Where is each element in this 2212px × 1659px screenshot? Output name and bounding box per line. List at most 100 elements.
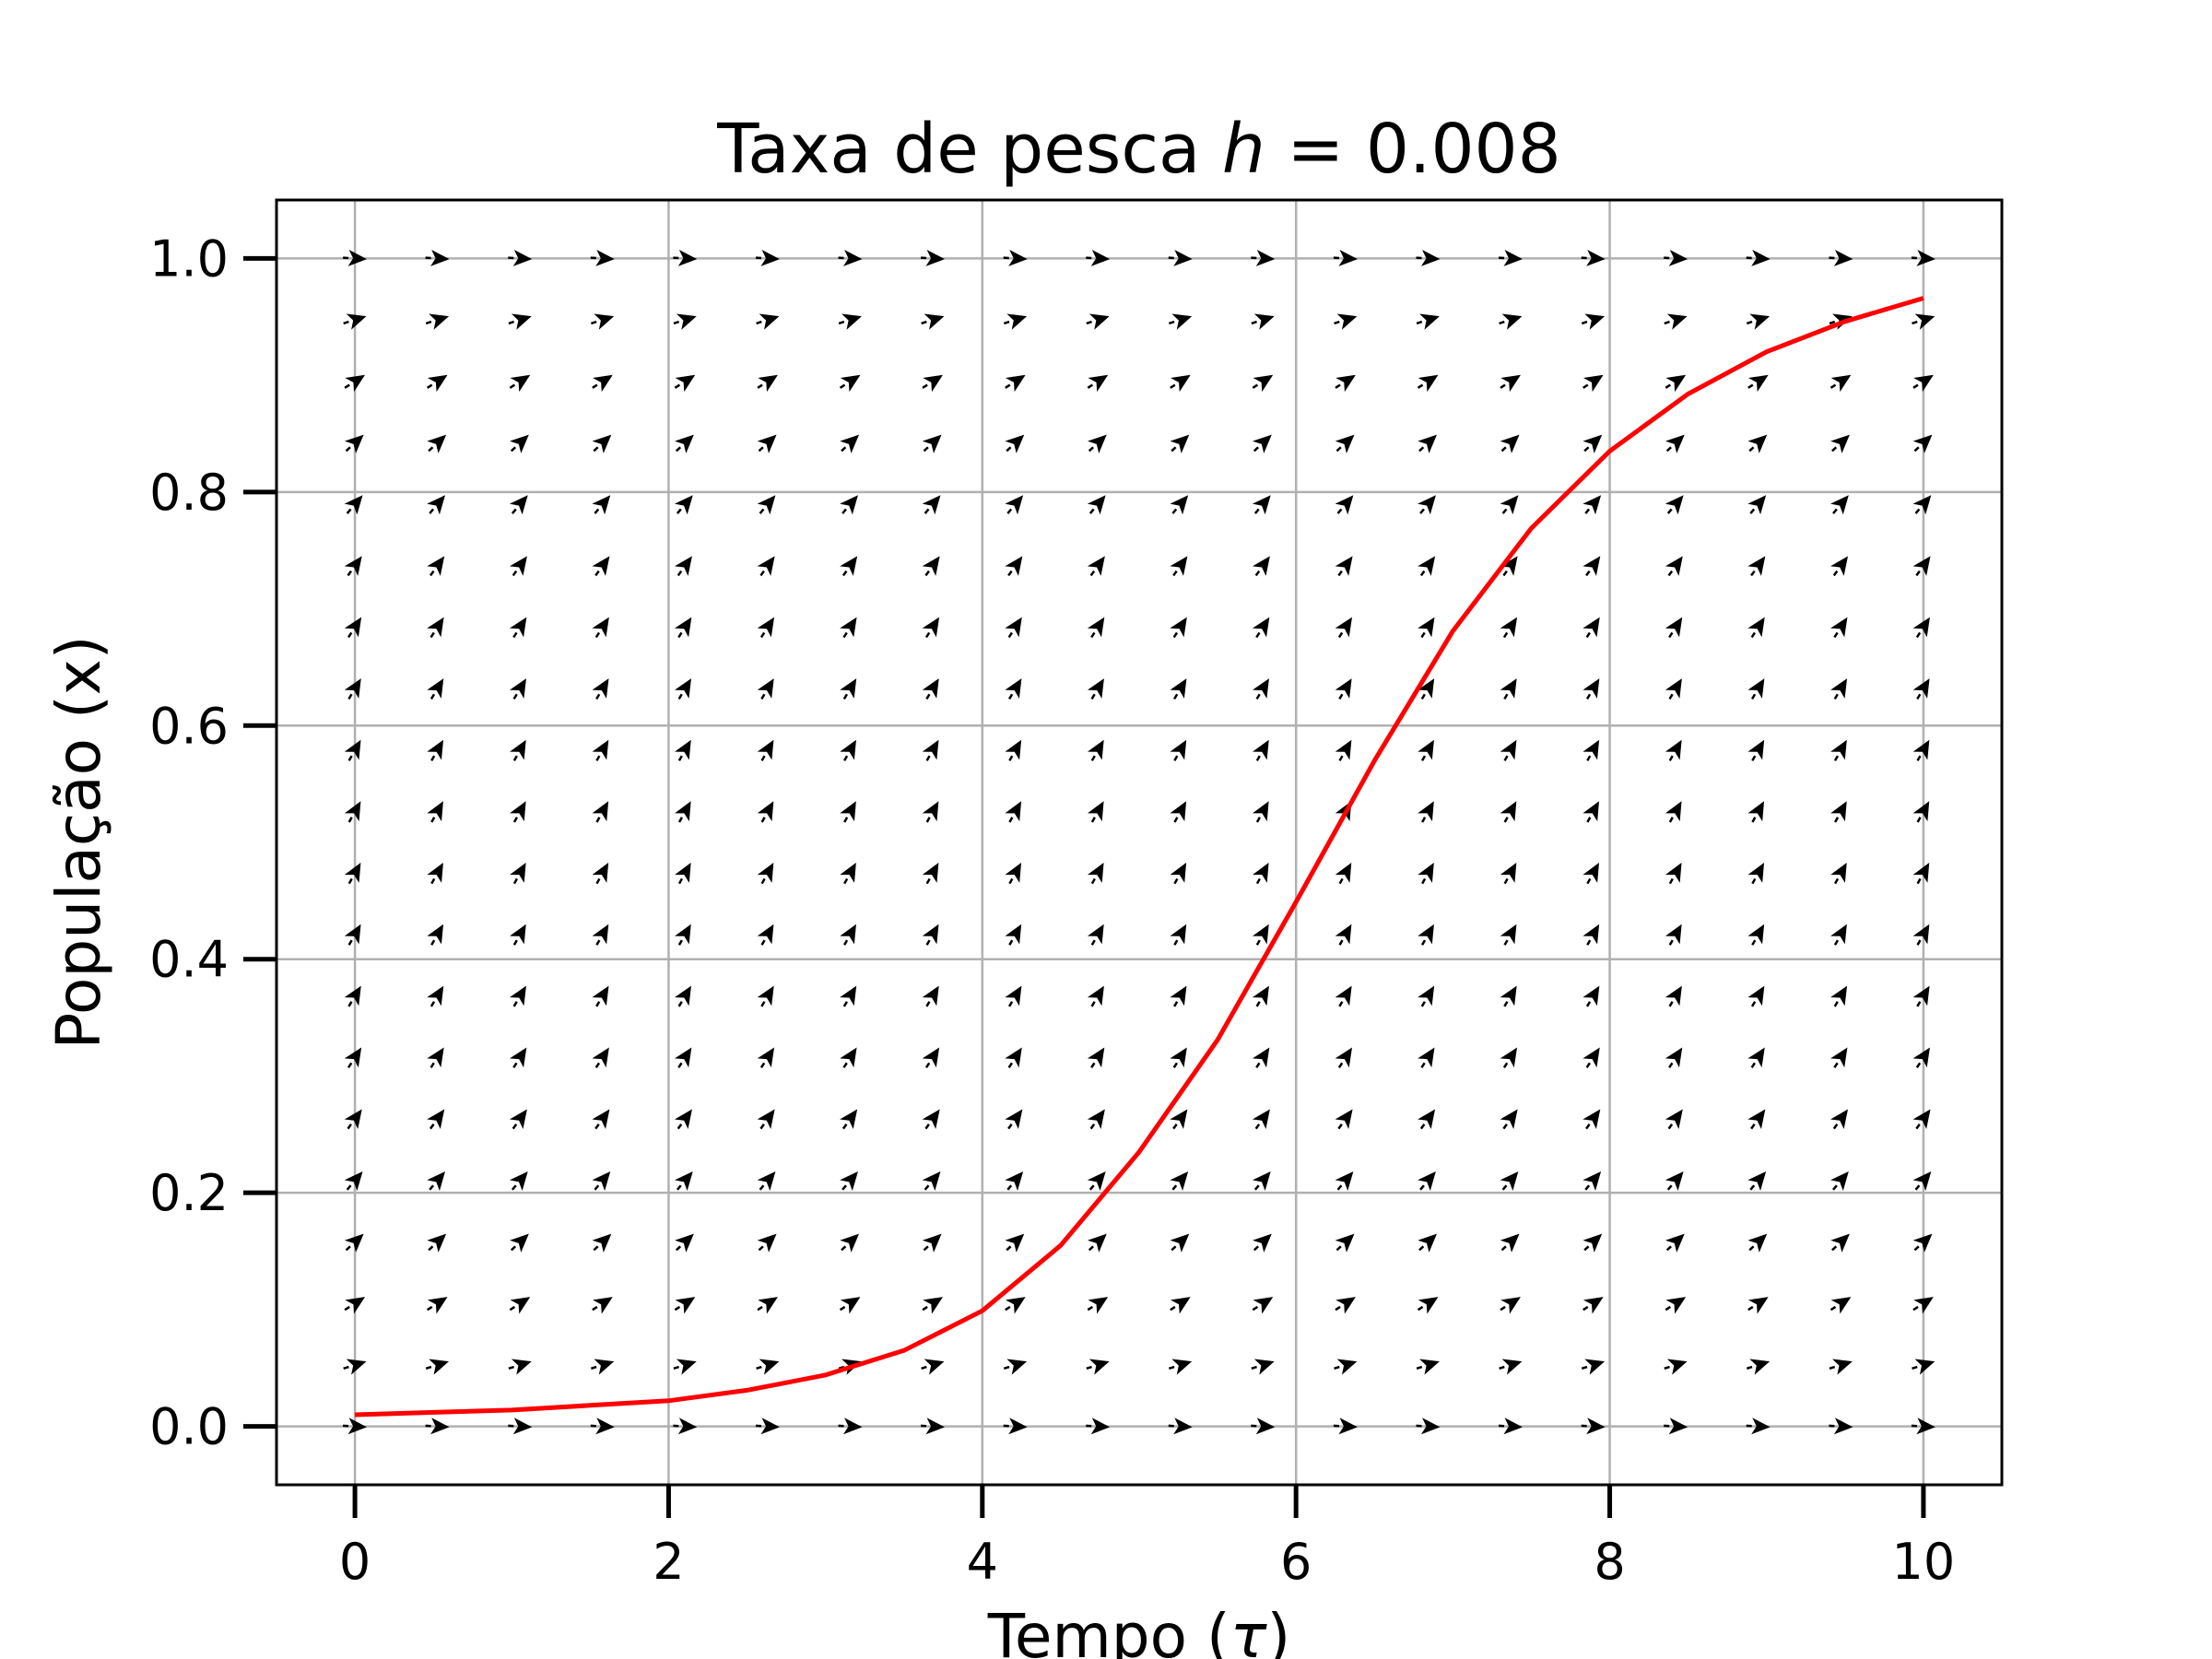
direction-arrow-shaft [1751, 755, 1757, 761]
direction-arrow-head [1252, 985, 1269, 1006]
direction-arrow-head [1418, 985, 1435, 1006]
direction-arrow-shaft [677, 1062, 683, 1069]
direction-arrow-shaft [1585, 693, 1592, 700]
direction-arrow-head [592, 495, 611, 515]
direction-arrow-head [345, 374, 366, 393]
direction-arrow-shaft [1421, 817, 1427, 823]
direction-arrow-head [1418, 1233, 1437, 1253]
direction-arrow-head [1665, 924, 1682, 945]
direction-arrow-head [1668, 1418, 1688, 1435]
direction-arrow-shaft [1747, 383, 1754, 389]
direction-arrow-head [1005, 862, 1022, 883]
direction-arrow-shaft [924, 1062, 931, 1069]
direction-arrow-head [759, 1359, 780, 1375]
direction-arrow-head [1252, 1109, 1270, 1130]
direction-arrow-head [759, 313, 780, 330]
direction-arrow-shaft [1585, 1062, 1591, 1069]
direction-arrow-shaft [759, 1124, 765, 1130]
direction-arrow-shaft [1585, 631, 1591, 639]
direction-arrow-shaft [347, 877, 353, 885]
title-text: Taxa de pesca [716, 110, 1222, 189]
direction-arrow-head [1087, 434, 1107, 453]
direction-arrow-head [922, 1109, 940, 1130]
direction-arrow-head [840, 1171, 858, 1192]
direction-arrow-head [1830, 678, 1848, 699]
direction-arrow-shaft [838, 320, 845, 325]
direction-arrow-head [1253, 434, 1272, 453]
direction-arrow-head [1751, 249, 1771, 266]
direction-arrow-head [1586, 1418, 1606, 1435]
direction-arrow-head [674, 1047, 692, 1068]
direction-arrow-head [1170, 495, 1189, 515]
direction-arrow-head [1252, 678, 1269, 699]
direction-arrow-shaft [345, 446, 351, 453]
direction-arrow-head [430, 1418, 450, 1435]
direction-arrow-head [1335, 374, 1356, 393]
direction-arrow-shaft [1502, 570, 1508, 577]
direction-arrow-shaft [1334, 320, 1340, 325]
direction-arrow-head [1418, 495, 1436, 515]
direction-arrow-head [1253, 862, 1269, 883]
direction-arrow-shaft [1171, 446, 1177, 453]
direction-arrow-head [1665, 617, 1683, 638]
direction-arrow-head [1583, 862, 1599, 883]
direction-arrow-shaft [841, 1245, 847, 1252]
direction-arrow-head [593, 1297, 613, 1314]
direction-arrow-shaft [677, 755, 683, 761]
direction-arrow-head [427, 617, 444, 638]
direction-arrow-head [840, 678, 857, 699]
direction-arrow-shaft [1581, 320, 1588, 325]
direction-arrow-head [1583, 495, 1602, 515]
direction-arrow-head [677, 249, 698, 266]
direction-arrow-head [843, 249, 863, 266]
direction-arrow-shaft [347, 693, 353, 700]
direction-arrow-shaft [1503, 1001, 1509, 1007]
direction-arrow-shaft [1585, 570, 1591, 577]
direction-arrow-shaft [346, 1184, 352, 1191]
direction-arrow-shaft [346, 508, 352, 514]
direction-arrow-shaft [921, 320, 927, 325]
direction-arrow-shaft [1585, 1001, 1592, 1007]
direction-arrow-head [922, 1047, 940, 1068]
direction-arrow-head [1335, 678, 1352, 699]
direction-arrow-shaft [758, 446, 764, 453]
direction-arrow-head [922, 739, 939, 760]
direction-arrow-head [1170, 739, 1187, 760]
direction-arrow-shaft [1420, 1062, 1426, 1069]
direction-arrow-shaft [1746, 1365, 1753, 1371]
direction-arrow-head [1912, 739, 1930, 760]
direction-arrow-shaft [1583, 1245, 1590, 1252]
direction-arrow-shaft [512, 1124, 518, 1130]
direction-arrow-shaft [1581, 1365, 1588, 1371]
direction-arrow-head [1338, 1418, 1358, 1435]
direction-arrow-shaft [924, 631, 931, 639]
y-tick-label: 1.0 [149, 229, 229, 288]
direction-arrow-shaft [925, 693, 931, 700]
direction-arrow-head [1005, 924, 1022, 945]
direction-arrow-shaft [511, 508, 517, 514]
direction-arrow-head [677, 1418, 698, 1435]
direction-arrow-head [592, 1233, 612, 1253]
direction-arrow-shaft [841, 1184, 847, 1191]
direction-arrow-shaft [1255, 1062, 1261, 1069]
direction-arrow-shaft [1007, 1062, 1013, 1069]
direction-arrow-head [511, 1359, 532, 1375]
direction-arrow-shaft [760, 693, 766, 700]
direction-arrow-shaft [677, 631, 683, 639]
direction-arrow-shaft [1173, 817, 1179, 823]
direction-arrow-shaft [1253, 1245, 1260, 1252]
direction-arrow-shaft [1584, 1184, 1591, 1191]
direction-arrow-head [592, 556, 610, 576]
y-tick-label: 0.6 [149, 697, 229, 755]
direction-arrow-shaft [842, 693, 849, 700]
direction-arrow-head [1665, 1109, 1683, 1130]
direction-arrow-head [1087, 739, 1104, 760]
direction-arrow-shaft [428, 1245, 434, 1252]
x-tick-label: 0 [339, 1533, 371, 1591]
direction-arrow-shaft [510, 1245, 517, 1252]
direction-arrow-shaft [1916, 877, 1922, 885]
direction-arrow-shaft [1749, 508, 1756, 514]
direction-arrow-head [1335, 985, 1352, 1006]
direction-arrow-shaft [512, 693, 518, 700]
